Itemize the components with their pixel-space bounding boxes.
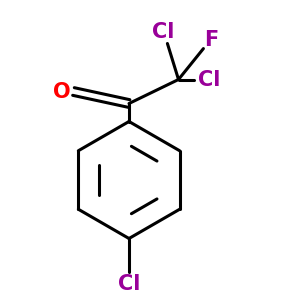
Text: Cl: Cl — [152, 22, 175, 41]
Text: Cl: Cl — [118, 274, 140, 293]
Text: Cl: Cl — [198, 70, 220, 89]
Text: O: O — [53, 82, 70, 101]
Text: F: F — [204, 31, 219, 50]
